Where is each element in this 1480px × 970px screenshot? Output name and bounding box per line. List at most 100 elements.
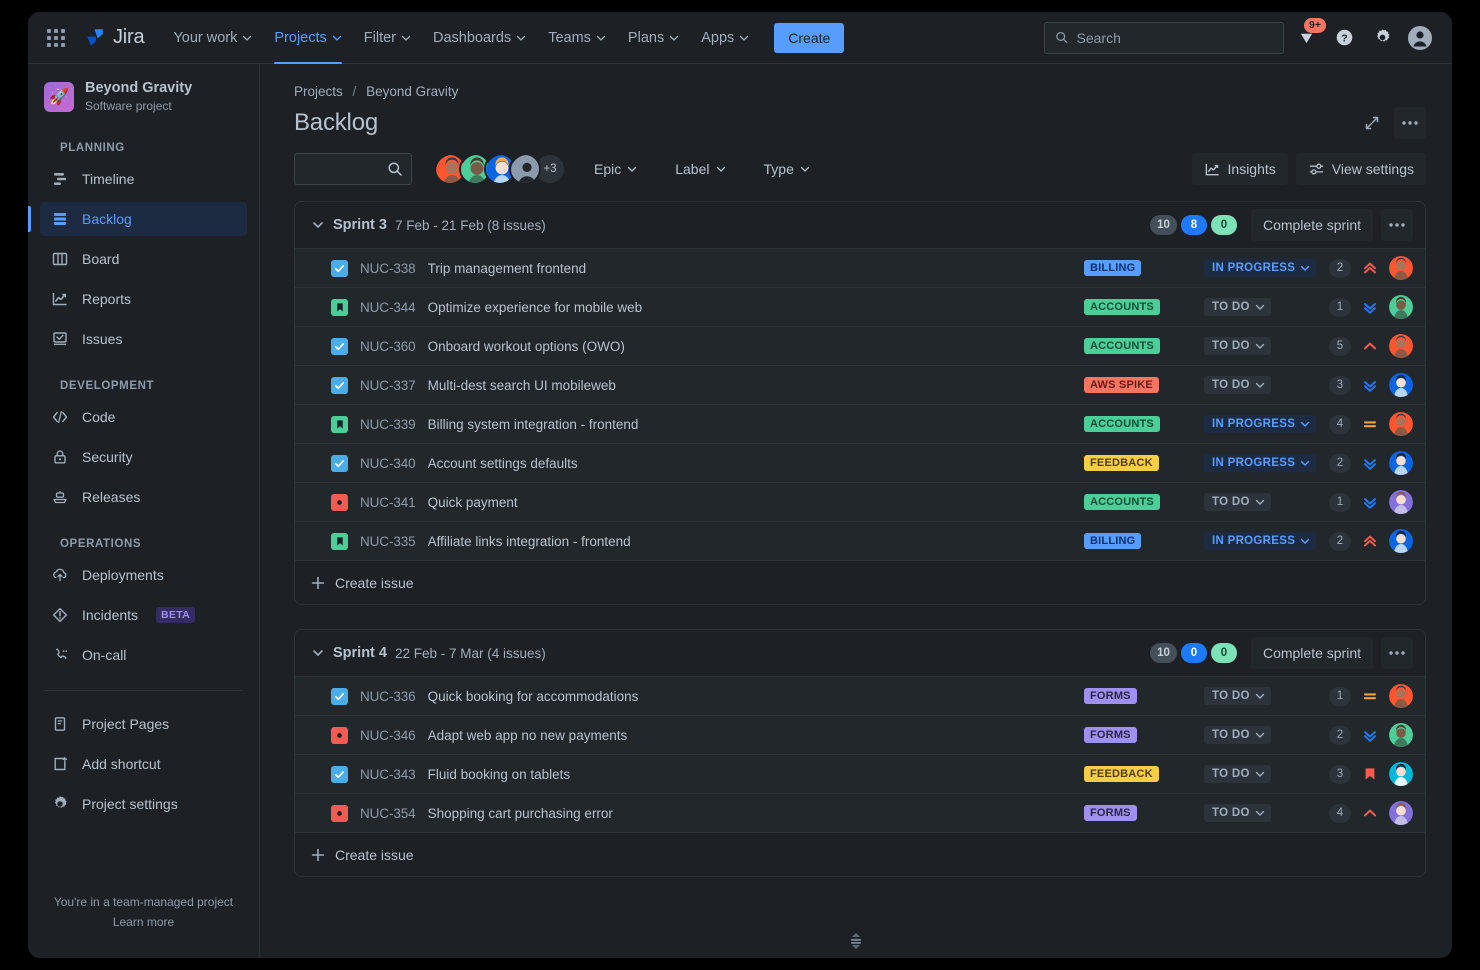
avatar[interactable] (434, 153, 466, 185)
story-points[interactable]: 4 (1329, 803, 1351, 823)
jira-home-link[interactable]: Jira (84, 26, 145, 49)
assignee-avatar[interactable] (1389, 373, 1413, 397)
assignee-avatar[interactable] (1389, 256, 1413, 280)
status-badge[interactable]: TO DO (1204, 687, 1271, 705)
assignee-avatar[interactable] (1389, 762, 1413, 786)
sidebar-item-code[interactable]: Code (40, 400, 247, 434)
create-issue-button[interactable]: Create issue (295, 560, 1425, 604)
status-badge[interactable]: TO DO (1204, 376, 1271, 394)
table-row[interactable]: NUC-341 Quick payment ACCOUNTS TO DO 1 (295, 482, 1425, 521)
nav-item-dashboards[interactable]: Dashboards (422, 12, 537, 64)
breadcrumb-projects[interactable]: Projects (294, 84, 343, 99)
table-row[interactable]: NUC-340 Account settings defaults FEEDBA… (295, 443, 1425, 482)
story-points[interactable]: 1 (1329, 297, 1351, 317)
more-actions-button[interactable] (1394, 107, 1426, 139)
story-points[interactable]: 2 (1329, 725, 1351, 745)
panel-resize-handle[interactable] (260, 928, 1452, 954)
count-in-progress[interactable]: 0 (1180, 643, 1207, 663)
nav-item-projects[interactable]: Projects (263, 12, 352, 64)
sprint-more-actions-button[interactable] (1381, 209, 1413, 241)
table-row[interactable]: NUC-344 Optimize experience for mobile w… (295, 287, 1425, 326)
assignee-avatar[interactable] (1389, 801, 1413, 825)
backlog-list[interactable]: Sprint 3 7 Feb - 21 Feb (8 issues) 10 8 … (294, 201, 1426, 958)
app-switcher-button[interactable] (40, 22, 72, 54)
sidebar-item-board[interactable]: Board (40, 242, 247, 276)
status-badge[interactable]: TO DO (1204, 726, 1271, 744)
table-row[interactable]: NUC-337 Multi-dest search UI mobileweb A… (295, 365, 1425, 404)
assignee-avatar[interactable] (1389, 684, 1413, 708)
settings-button[interactable] (1366, 22, 1398, 54)
table-row[interactable]: NUC-338 Trip management frontend BILLING… (295, 248, 1425, 287)
insights-button[interactable]: Insights (1191, 153, 1288, 185)
count-done[interactable]: 0 (1210, 215, 1237, 235)
status-badge[interactable]: IN PROGRESS (1204, 259, 1317, 277)
global-search-input[interactable] (1076, 29, 1273, 46)
avatar[interactable] (459, 153, 491, 185)
chevron-down-icon[interactable] (311, 218, 325, 232)
nav-item-plans[interactable]: Plans (617, 12, 690, 64)
issue-label[interactable]: ACCOUNTS (1084, 299, 1160, 315)
table-row[interactable]: NUC-336 Quick booking for accommodations… (295, 676, 1425, 715)
status-badge[interactable]: IN PROGRESS (1204, 454, 1317, 472)
breadcrumb-project[interactable]: Beyond Gravity (366, 84, 459, 99)
chevron-down-icon[interactable] (311, 646, 325, 660)
issue-label[interactable]: AWS SPIKE (1084, 377, 1159, 393)
issue-label[interactable]: BILLING (1084, 260, 1142, 276)
global-search[interactable] (1044, 21, 1284, 54)
complete-sprint-button[interactable]: Complete sprint (1250, 637, 1373, 669)
story-points[interactable]: 2 (1329, 453, 1351, 473)
sidebar-item-releases[interactable]: Releases (40, 480, 247, 514)
count-todo[interactable]: 10 (1150, 643, 1177, 663)
story-points[interactable]: 3 (1329, 764, 1351, 784)
table-row[interactable]: NUC-343 Fluid booking on tablets FEEDBAC… (295, 754, 1425, 793)
sidebar-item-project-pages[interactable]: Project Pages (40, 707, 247, 741)
count-done[interactable]: 0 (1210, 643, 1237, 663)
count-in-progress[interactable]: 8 (1180, 215, 1207, 235)
learn-more-link[interactable]: Learn more (112, 915, 175, 929)
status-badge[interactable]: TO DO (1204, 765, 1271, 783)
avatar[interactable] (484, 153, 516, 185)
issue-label[interactable]: FEEDBACK (1084, 766, 1159, 782)
sidebar-item-timeline[interactable]: Timeline (40, 162, 247, 196)
backlog-search-input[interactable] (303, 161, 387, 177)
backlog-search[interactable] (294, 153, 412, 185)
nav-item-filter[interactable]: Filter (353, 12, 422, 64)
assignee-avatar[interactable] (1389, 412, 1413, 436)
count-todo[interactable]: 10 (1150, 215, 1177, 235)
story-points[interactable]: 1 (1329, 492, 1351, 512)
table-row[interactable]: NUC-335 Affiliate links integration - fr… (295, 521, 1425, 560)
profile-avatar-button[interactable] (1404, 22, 1436, 54)
table-row[interactable]: NUC-339 Billing system integration - fro… (295, 404, 1425, 443)
table-row[interactable]: NUC-360 Onboard workout options (OWO) AC… (295, 326, 1425, 365)
assignee-avatar[interactable] (1389, 723, 1413, 747)
status-badge[interactable]: TO DO (1204, 298, 1271, 316)
view-settings-button[interactable]: View settings (1295, 153, 1426, 185)
epic-filter-dropdown[interactable]: Epic (584, 153, 647, 185)
assignee-avatar[interactable] (1389, 451, 1413, 475)
table-row[interactable]: NUC-354 Shopping cart purchasing error F… (295, 793, 1425, 832)
issue-label[interactable]: FORMS (1084, 688, 1137, 704)
story-points[interactable]: 4 (1329, 414, 1351, 434)
avatar[interactable] (509, 153, 541, 185)
expand-button[interactable] (1356, 107, 1388, 139)
nav-item-your-work[interactable]: Your work (162, 12, 263, 64)
status-badge[interactable]: IN PROGRESS (1204, 532, 1317, 550)
sidebar-item-add-shortcut[interactable]: Add shortcut (40, 747, 247, 781)
nav-item-teams[interactable]: Teams (537, 12, 617, 64)
table-row[interactable]: NUC-346 Adapt web app no new payments FO… (295, 715, 1425, 754)
sidebar-item-reports[interactable]: Reports (40, 282, 247, 316)
assignee-avatar[interactable] (1389, 490, 1413, 514)
issue-label[interactable]: FORMS (1084, 727, 1137, 743)
status-badge[interactable]: IN PROGRESS (1204, 415, 1317, 433)
story-points[interactable]: 2 (1329, 531, 1351, 551)
sidebar-item-issues[interactable]: Issues (40, 322, 247, 356)
notifications-button[interactable]: 9+ (1290, 17, 1326, 54)
create-button[interactable]: Create (774, 22, 845, 53)
nav-item-apps[interactable]: Apps (690, 12, 760, 64)
assignee-avatar[interactable] (1389, 295, 1413, 319)
status-badge[interactable]: TO DO (1204, 337, 1271, 355)
story-points[interactable]: 5 (1329, 336, 1351, 356)
issue-label[interactable]: BILLING (1084, 533, 1142, 549)
story-points[interactable]: 2 (1329, 258, 1351, 278)
assignee-avatar[interactable] (1389, 529, 1413, 553)
